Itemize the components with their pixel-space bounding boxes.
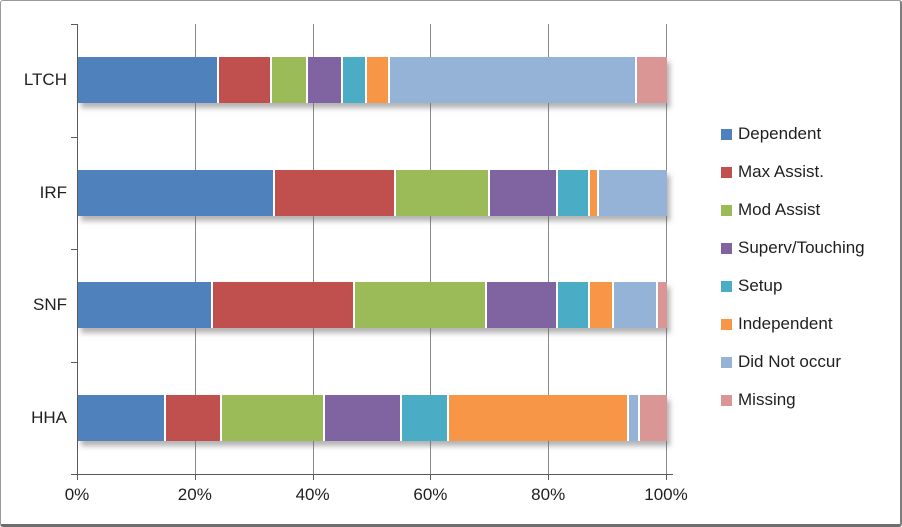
legend-item-max-assist: Max Assist.: [721, 153, 865, 191]
legend-swatch-icon: [721, 204, 732, 216]
legend-label: Mod Assist: [738, 200, 821, 219]
x-axis-tick: [548, 474, 550, 480]
x-axis-tick: [312, 474, 314, 480]
category-label-hha: HHA: [31, 407, 67, 427]
legend-swatch-icon: [721, 242, 732, 254]
bar-segment-irf-max-assist: [275, 169, 397, 216]
legend-swatch-icon: [721, 128, 732, 140]
bar-segment-ltch-max-assist: [219, 57, 273, 104]
gridline-100: [666, 24, 667, 474]
legend-item-superv-touching: Superv/Touching: [721, 229, 865, 267]
bar-segment-snf-setup: [558, 282, 591, 329]
bar-segment-snf-mod-assist: [354, 282, 488, 329]
bar-segment-hha-mod-assist: [222, 394, 326, 441]
bar-segment-snf-missing: [658, 282, 667, 329]
legend-label: Max Assist.: [738, 162, 824, 181]
x-axis-tick: [194, 474, 196, 480]
y-axis-line: [77, 24, 78, 474]
legend-item-setup: Setup: [721, 267, 865, 305]
bar-segment-irf-independent: [590, 169, 600, 216]
legend-item-dependent: Dependent: [721, 115, 865, 153]
gridline-80: [548, 24, 550, 474]
legend-item-missing: Missing: [721, 381, 865, 419]
x-tick-label-0: 0%: [64, 485, 90, 504]
gridline-20: [194, 24, 196, 474]
legend-item-did-not-occur: Did Not occur: [721, 343, 865, 381]
legend-label: Dependent: [738, 124, 822, 143]
bar-row-irf: [78, 169, 667, 216]
bar-segment-snf-independent: [590, 282, 614, 329]
legend-swatch-icon: [721, 280, 732, 292]
x-axis-tick: [430, 474, 432, 480]
category-label-snf: SNF: [33, 295, 67, 315]
gridline-40: [312, 24, 314, 474]
bar-segment-hha-missing: [640, 394, 667, 441]
bar-segment-snf-dependent: [78, 282, 214, 329]
x-tick-label-40: 40%: [295, 485, 330, 504]
legend: Dependent Max Assist. Mod Assist Superv/Tou…: [721, 115, 865, 419]
bar-segment-ltch-mod-assist: [272, 57, 308, 104]
bar-segment-snf-did-not-occur: [613, 282, 659, 329]
legend-label: Missing: [738, 390, 796, 409]
x-axis-tick: [666, 474, 667, 480]
y-axis-tick: [71, 136, 77, 138]
bar-segment-hha-superv-touching: [325, 394, 402, 441]
bar-segment-ltch-setup: [343, 57, 367, 104]
legend-item-independent: Independent: [721, 305, 865, 343]
x-tick-label-60: 60%: [413, 485, 448, 504]
bar-segment-ltch-dependent: [78, 57, 220, 104]
x-axis-tick: [77, 474, 78, 480]
legend-swatch-icon: [721, 356, 732, 368]
legend-label: Did Not occur: [738, 352, 841, 371]
bar-segment-snf-max-assist: [213, 282, 355, 329]
y-axis-tick: [71, 361, 77, 363]
bar-segment-irf-did-not-occur: [599, 169, 667, 216]
bar-segment-irf-mod-assist: [396, 169, 491, 216]
bar-segment-hha-did-not-occur: [628, 394, 641, 441]
y-axis-tick: [71, 24, 77, 25]
legend-swatch-icon: [721, 318, 732, 330]
bar-segment-irf-dependent: [78, 169, 276, 216]
x-tick-label-100: 100%: [644, 485, 688, 504]
gridline-60: [430, 24, 432, 474]
bar-segment-hha-independent: [449, 394, 629, 441]
bar-segment-hha-dependent: [78, 394, 167, 441]
x-axis-line: [71, 474, 673, 475]
category-label-ltch: LTCH: [23, 70, 67, 90]
legend-swatch-icon: [721, 166, 732, 178]
y-axis-tick: [71, 474, 77, 475]
bar-segment-ltch-did-not-occur: [390, 57, 638, 104]
bar-segment-ltch-missing: [637, 57, 667, 104]
bar-segment-ltch-independent: [366, 57, 391, 104]
bar-segment-ltch-superv-touching: [307, 57, 344, 104]
bar-row-snf: [78, 282, 667, 329]
legend-swatch-icon: [721, 394, 732, 406]
bar-segment-irf-setup: [558, 169, 591, 216]
bar-segment-snf-superv-touching: [487, 282, 559, 329]
x-tick-label-20: 20%: [177, 485, 212, 504]
bar-segment-hha-max-assist: [166, 394, 223, 441]
bar-segment-irf-superv-touching: [490, 169, 559, 216]
x-tick-label-80: 80%: [531, 485, 566, 504]
legend-item-mod-assist: Mod Assist: [721, 191, 865, 229]
y-axis-tick: [71, 249, 77, 250]
bar-segment-hha-setup: [401, 394, 450, 441]
bar-row-ltch: [78, 57, 667, 104]
category-label-irf: IRF: [39, 182, 67, 202]
legend-label: Independent: [738, 314, 833, 333]
legend-label: Setup: [738, 276, 783, 295]
bar-row-hha: [78, 394, 667, 441]
legend-label: Superv/Touching: [738, 238, 865, 257]
